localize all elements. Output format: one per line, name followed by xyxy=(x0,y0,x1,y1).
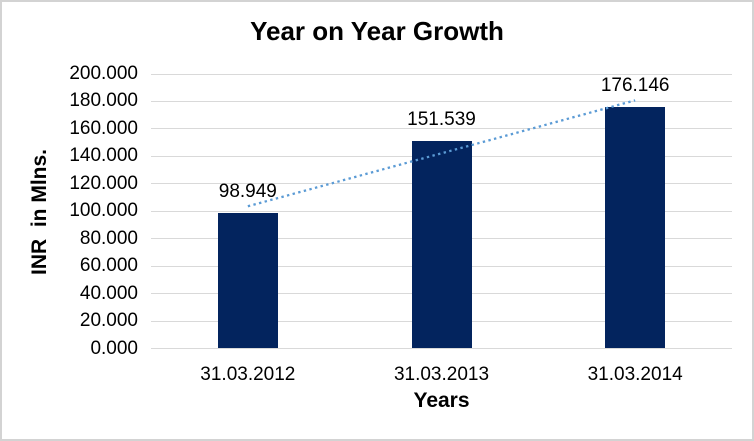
chart-title: Year on Year Growth xyxy=(250,16,504,46)
y-axis-tick-label: 200.000 xyxy=(69,63,138,84)
x-axis-tick-label: 31.03.2012 xyxy=(200,364,296,385)
y-axis-tick-label: 180.000 xyxy=(69,90,138,112)
data-label: 151.539 xyxy=(407,108,476,130)
y-axis-tick-label: 160.000 xyxy=(69,117,138,139)
x-axis-tick-label: 31.03.2014 xyxy=(587,364,683,385)
y-axis-tick-label: 60.000 xyxy=(79,255,138,277)
y-axis-tick-label: 100.000 xyxy=(69,200,138,222)
bar-31.03.2014 xyxy=(605,106,666,349)
gridline xyxy=(151,100,732,102)
x-axis-tick-label: 31.03.2013 xyxy=(393,364,490,385)
data-label: 98.949 xyxy=(218,180,277,202)
x-axis-title: Years xyxy=(413,389,470,412)
y-axis-tick-label: 140.000 xyxy=(69,145,138,167)
y-axis-tick-label: 40.000 xyxy=(79,282,138,304)
gridline xyxy=(151,348,732,349)
bar-31.03.2013 xyxy=(411,140,472,349)
y-axis-tick-label: 120.000 xyxy=(69,172,138,194)
y-axis-title: INR in Mlns. xyxy=(28,149,51,275)
data-label: 176.146 xyxy=(600,74,670,96)
gridline xyxy=(151,73,732,75)
y-axis-tick-label: 80.000 xyxy=(79,227,138,249)
y-axis-tick-label: 0.000 xyxy=(90,337,138,359)
y-axis-tick-label: 20.000 xyxy=(79,310,138,332)
bar-31.03.2012 xyxy=(217,212,278,349)
